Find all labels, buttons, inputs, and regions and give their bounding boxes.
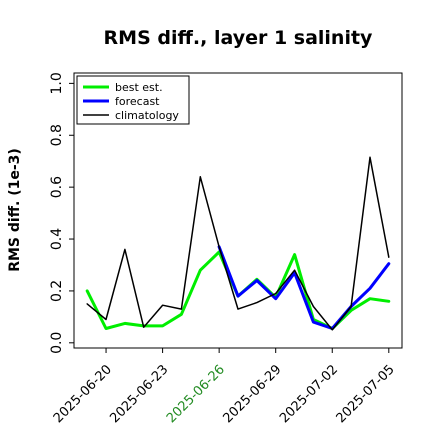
x-tick-label: 2025-06-23 [107,362,171,426]
y-tick-label: 0.6 [49,176,65,198]
y-tick-label: 0.0 [49,332,65,354]
x-tick-label: 2025-07-05 [334,362,398,426]
legend-label-forecast: forecast [115,95,160,108]
y-tick-label: 0.2 [49,280,65,302]
plot-area: 0.00.20.40.60.81.02025-06-202025-06-2320… [49,72,403,426]
y-axis-label: RMS diff. (1e-3) [7,148,23,272]
legend-label-best-est: best est. [115,81,163,94]
y-tick-label: 1.0 [49,72,65,94]
x-tick-label: 2025-06-29 [220,362,284,426]
plot-frame [73,72,403,349]
series-line-climatology [86,156,390,331]
chart-title: RMS diff., layer 1 salinity [104,27,374,49]
y-tick-label: 0.4 [49,228,65,250]
x-tick-label: 2025-06-20 [51,362,115,426]
legend-label-climatology: climatology [115,109,179,122]
series-line-forecast [217,245,391,330]
x-tick-label: 2025-07-02 [277,362,341,426]
y-tick-label: 0.8 [49,124,65,146]
x-tick-label: 2025-06-26 [164,362,228,426]
